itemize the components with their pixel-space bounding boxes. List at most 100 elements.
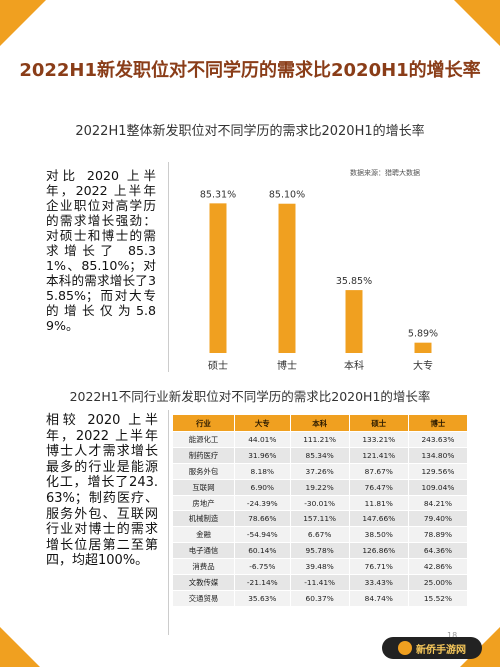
table-cell: 金融 <box>172 526 235 544</box>
logo-icon <box>398 641 412 655</box>
table-cell: 134.80% <box>407 446 469 464</box>
table-cell: 制药医疗 <box>172 446 235 464</box>
table-cell: 85.34% <box>289 446 350 464</box>
table-cell: -24.39% <box>234 494 291 512</box>
table-cell: 11.81% <box>348 494 409 512</box>
bar-博士 <box>278 203 296 353</box>
table-cell: 84.74% <box>348 589 409 607</box>
table-cell: 147.66% <box>348 510 409 528</box>
table-cell: 76.71% <box>348 558 409 576</box>
table-cell: 157.11% <box>289 510 350 528</box>
table-cell: 121.41% <box>348 446 409 464</box>
table-cell: 37.26% <box>289 462 350 480</box>
page-number: 18 <box>447 631 458 640</box>
table-row: 能源化工 44.01% 111.21% 133.21% 243.63% <box>172 431 469 448</box>
table-row: 互联网 6.90% 19.22% 76.47% 109.04% <box>172 478 469 496</box>
table-row: 服务外包 8.18% 37.26% 87.67% 129.56% <box>172 462 469 480</box>
table-cell: 服务外包 <box>172 462 235 480</box>
table-cell: 133.21% <box>348 431 409 448</box>
table-cell: 35.63% <box>234 589 291 607</box>
bar-value-label: 35.85% <box>336 276 372 287</box>
table-cell: 消费品 <box>172 558 235 576</box>
column-header: 本科 <box>289 414 350 432</box>
table-row: 机械制造 78.66% 157.11% 147.66% 79.40% <box>172 510 469 528</box>
table-cell: 互联网 <box>172 478 235 496</box>
table-header-row: 行业 大专 本科 硕士 博士 <box>172 414 469 432</box>
table-cell: 38.50% <box>348 526 409 544</box>
corner-decoration-top-left <box>0 0 46 46</box>
table-body: 能源化工 44.01% 111.21% 133.21% 243.63% 制药医疗 31.96… <box>172 431 469 607</box>
category-label: 大专 <box>413 359 433 372</box>
table-row: 文教传媒 -21.14% -11.41% 33.43% 25.00% <box>172 574 469 591</box>
table-row: 交通贸易 35.63% 60.37% 84.74% 15.52% <box>172 589 469 607</box>
table-cell: 8.18% <box>234 462 291 480</box>
bar-value-label: 85.10% <box>269 190 305 201</box>
column-header: 博士 <box>407 414 469 432</box>
table-cell: 39.48% <box>289 558 350 576</box>
table-cell: 44.01% <box>234 431 291 448</box>
industry-growth-table: 行业 大专 本科 硕士 博士 能源化工 44.01% 111.21% 133.21% 243.6… <box>172 414 469 607</box>
table-cell: 6.90% <box>234 478 291 496</box>
table-cell: 42.86% <box>407 558 469 576</box>
table-title: 2022H1不同行业新发职位对不同学历的需求比2020H1的增长率 <box>69 389 431 404</box>
table-cell: 78.89% <box>407 526 469 544</box>
table-cell: 87.67% <box>348 462 409 480</box>
table-cell: -21.14% <box>234 574 291 591</box>
table-cell: 交通贸易 <box>172 589 235 607</box>
table-cell: 文教传媒 <box>172 574 235 591</box>
summary-text-education: 对比 2020 上半年，2022 上半年企业职位对高学历的需求增长强劲：对硕士和… <box>46 168 156 333</box>
table-cell: -11.41% <box>289 574 350 591</box>
table-row: 金融 -54.94% 6.67% 38.50% 78.89% <box>172 526 469 544</box>
table-cell: 64.36% <box>407 542 469 560</box>
table-cell: 能源化工 <box>172 431 235 448</box>
column-header: 行业 <box>172 414 235 432</box>
logo-text: 新侨手游网 <box>416 644 466 656</box>
table-cell: 机械制造 <box>172 510 235 528</box>
site-logo: 新侨手游网 <box>382 637 482 659</box>
table-cell: 60.37% <box>289 589 350 607</box>
table-cell: 129.56% <box>407 462 469 480</box>
table-cell: 15.52% <box>407 589 469 607</box>
column-header: 硕士 <box>348 414 409 432</box>
data-source-note: 数据来源：猎聘大数据 <box>350 169 420 177</box>
bar-value-label: 5.89% <box>408 329 438 340</box>
table-cell: -30.01% <box>289 494 350 512</box>
page-title: 2022H1新发职位对不同学历的需求比2020H1的增长率 <box>19 60 481 81</box>
bar-value-label: 85.31% <box>200 189 236 200</box>
table-cell: 31.96% <box>234 446 291 464</box>
bar-硕士 <box>209 203 227 353</box>
divider-top <box>168 162 169 372</box>
table-row: 电子通信 60.14% 95.78% 126.86% 64.36% <box>172 542 469 560</box>
table-cell: 126.86% <box>348 542 409 560</box>
bar-chart-title: 2022H1整体新发职位对不同学历的需求比2020H1的增长率 <box>75 124 425 139</box>
table-cell: 111.21% <box>289 431 350 448</box>
table-cell: 6.67% <box>289 526 350 544</box>
table-cell: -6.75% <box>234 558 291 576</box>
table-cell: 79.40% <box>407 510 469 528</box>
table-cell: 19.22% <box>289 478 350 496</box>
table-cell: 243.63% <box>407 431 469 448</box>
table-cell: 76.47% <box>348 478 409 496</box>
divider-bottom <box>168 410 169 635</box>
table-cell: 95.78% <box>289 542 350 560</box>
table-row: 制药医疗 31.96% 85.34% 121.41% 134.80% <box>172 446 469 464</box>
summary-text-industry: 相较 2020 上半年，2022 上半年博士人才需求增长最多的行业是能源化工，增… <box>46 413 158 569</box>
category-label: 硕士 <box>208 359 228 372</box>
table-cell: 33.43% <box>348 574 409 591</box>
table-row: 消费品 -6.75% 39.48% 76.71% 42.86% <box>172 558 469 576</box>
table-cell: 25.00% <box>407 574 469 591</box>
category-label: 博士 <box>277 359 297 372</box>
corner-decoration-top-right <box>454 0 500 46</box>
column-header: 大专 <box>234 414 291 432</box>
category-label: 本科 <box>344 359 364 372</box>
table-cell: -54.94% <box>234 526 291 544</box>
table-cell: 78.66% <box>234 510 291 528</box>
table-cell: 84.21% <box>407 494 469 512</box>
bar-本科 <box>345 290 363 353</box>
corner-decoration-bottom-left <box>0 627 40 667</box>
table-cell: 60.14% <box>234 542 291 560</box>
table-row: 房地产 -24.39% -30.01% 11.81% 84.21% <box>172 494 469 512</box>
bar-大专 <box>414 342 432 353</box>
table-cell: 109.04% <box>407 478 469 496</box>
table-cell: 房地产 <box>172 494 235 512</box>
